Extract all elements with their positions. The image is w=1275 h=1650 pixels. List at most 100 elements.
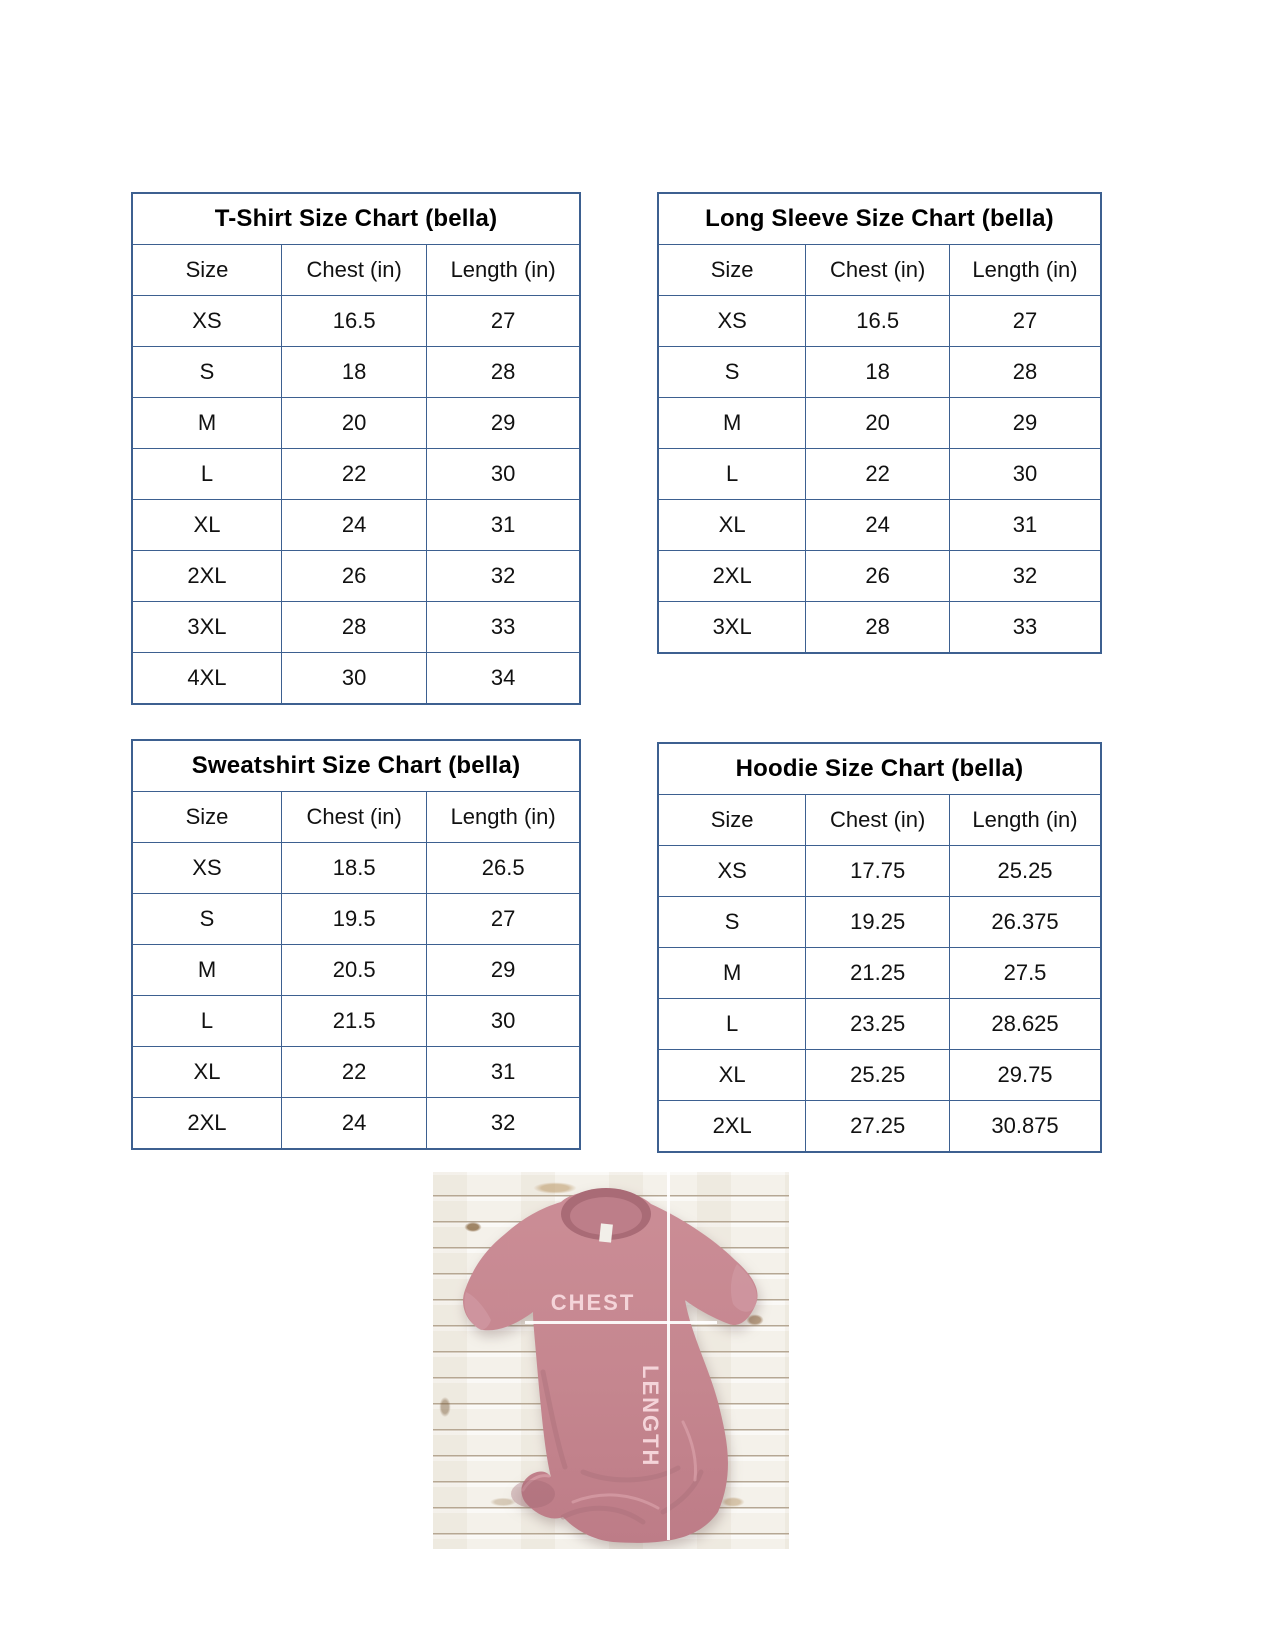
longsleeve-cell: L bbox=[659, 449, 807, 499]
longsleeve-table-title: Long Sleeve Size Chart (bella) bbox=[659, 194, 1100, 245]
longsleeve-cell: 27 bbox=[1012, 308, 1038, 333]
tshirt-cell: 24 bbox=[282, 500, 428, 550]
hoodie-row-L: L 23.25 28.625 bbox=[659, 999, 1100, 1050]
longsleeve-cell: M bbox=[659, 398, 807, 448]
tshirt-table-title: T-Shirt Size Chart (bella) bbox=[133, 194, 579, 245]
tshirt-cell: 18 bbox=[282, 347, 428, 397]
tshirt-row-XS: XS 16.5 27 bbox=[133, 296, 579, 347]
tshirt-cell: 33 bbox=[490, 614, 516, 639]
longsleeve-cell: S bbox=[659, 347, 807, 397]
tshirt-row-S: S 18 28 bbox=[133, 347, 579, 398]
sweatshirt-cell: 26.5 bbox=[481, 855, 525, 880]
sweatshirt-row-2XL: 2XL 24 32 bbox=[133, 1098, 579, 1148]
tshirt-row-4XL: 4XL 30 34 bbox=[133, 653, 579, 703]
hoodie-header-cell: Length (in) bbox=[972, 807, 1078, 832]
hoodie-cell: 29.75 bbox=[997, 1062, 1053, 1087]
hoodie-header-cell: Size bbox=[659, 795, 807, 845]
longsleeve-cell: 2XL bbox=[659, 551, 807, 601]
sweatshirt-header-cell: Length (in) bbox=[450, 804, 556, 829]
hoodie-row-M: M 21.25 27.5 bbox=[659, 948, 1100, 999]
longsleeve-cell: 16.5 bbox=[806, 296, 951, 346]
longsleeve-cell: 3XL bbox=[659, 602, 807, 652]
hoodie-row-XL: XL 25.25 29.75 bbox=[659, 1050, 1100, 1101]
measurement-guide-photo: CHEST LENGTH bbox=[433, 1172, 789, 1549]
sweatshirt-cell: 31 bbox=[490, 1059, 516, 1084]
tshirt-cell: S bbox=[133, 347, 282, 397]
sweatshirt-cell: 19.5 bbox=[282, 894, 428, 944]
tshirt-row-L: L 22 30 bbox=[133, 449, 579, 500]
tshirt-row-2XL: 2XL 26 32 bbox=[133, 551, 579, 602]
longsleeve-cell: 22 bbox=[806, 449, 951, 499]
longsleeve-cell: XL bbox=[659, 500, 807, 550]
longsleeve-size-table: Long Sleeve Size Chart (bella) Size Chest … bbox=[657, 192, 1102, 654]
tshirt-cell: 31 bbox=[490, 512, 516, 537]
tshirt-illustration bbox=[463, 1188, 758, 1543]
sweatshirt-row-XL: XL 22 31 bbox=[133, 1047, 579, 1098]
longsleeve-cell: 31 bbox=[1012, 512, 1038, 537]
longsleeve-cell: 20 bbox=[806, 398, 951, 448]
longsleeve-cell: 33 bbox=[1012, 614, 1038, 639]
longsleeve-row-S: S 18 28 bbox=[659, 347, 1100, 398]
tshirt-cell: 32 bbox=[490, 563, 516, 588]
sweatshirt-cell: L bbox=[133, 996, 282, 1046]
longsleeve-row-XS: XS 16.5 27 bbox=[659, 296, 1100, 347]
hoodie-cell: 25.25 bbox=[997, 858, 1053, 883]
longsleeve-row-2XL: 2XL 26 32 bbox=[659, 551, 1100, 602]
sweatshirt-cell: 18.5 bbox=[282, 843, 428, 893]
tshirt-cell: 2XL bbox=[133, 551, 282, 601]
longsleeve-cell: 30 bbox=[1012, 461, 1038, 486]
sweatshirt-cell: 24 bbox=[282, 1098, 428, 1148]
length-measure-line bbox=[667, 1172, 670, 1540]
sweatshirt-cell: 21.5 bbox=[282, 996, 428, 1046]
tshirt-cell: 30 bbox=[490, 461, 516, 486]
hoodie-table-title: Hoodie Size Chart (bella) bbox=[659, 744, 1100, 795]
longsleeve-cell: 28 bbox=[1012, 359, 1038, 384]
tshirt-row-M: M 20 29 bbox=[133, 398, 579, 449]
sweatshirt-cell: XS bbox=[133, 843, 282, 893]
longsleeve-row-M: M 20 29 bbox=[659, 398, 1100, 449]
hoodie-size-table: Hoodie Size Chart (bella) Size Chest (in) L… bbox=[657, 742, 1102, 1153]
sweatshirt-cell: 22 bbox=[282, 1047, 428, 1097]
sweatshirt-header-row: Size Chest (in) Length (in) bbox=[133, 792, 579, 843]
tshirt-cell: M bbox=[133, 398, 282, 448]
hoodie-cell: 28.625 bbox=[991, 1011, 1059, 1036]
sweatshirt-cell: 20.5 bbox=[282, 945, 428, 995]
sweatshirt-row-L: L 21.5 30 bbox=[133, 996, 579, 1047]
hoodie-cell: XL bbox=[659, 1050, 807, 1100]
hoodie-cell: S bbox=[659, 897, 807, 947]
sweatshirt-cell: 32 bbox=[490, 1110, 516, 1135]
sweatshirt-row-XS: XS 18.5 26.5 bbox=[133, 843, 579, 894]
hoodie-cell: 27.25 bbox=[806, 1101, 951, 1151]
hoodie-cell: 17.75 bbox=[806, 846, 951, 896]
hoodie-cell: XS bbox=[659, 846, 807, 896]
sweatshirt-cell: 2XL bbox=[133, 1098, 282, 1148]
hoodie-cell: M bbox=[659, 948, 807, 998]
sweatshirt-cell: 29 bbox=[490, 957, 516, 982]
longsleeve-row-L: L 22 30 bbox=[659, 449, 1100, 500]
tshirt-cell: XL bbox=[133, 500, 282, 550]
longsleeve-header-cell: Size bbox=[659, 245, 807, 295]
longsleeve-cell: 24 bbox=[806, 500, 951, 550]
longsleeve-header-cell: Chest (in) bbox=[806, 245, 951, 295]
tshirt-cell: L bbox=[133, 449, 282, 499]
tshirt-row-XL: XL 24 31 bbox=[133, 500, 579, 551]
sweatshirt-table-title: Sweatshirt Size Chart (bella) bbox=[133, 741, 579, 792]
sweatshirt-cell: XL bbox=[133, 1047, 282, 1097]
tshirt-header-cell: Chest (in) bbox=[282, 245, 428, 295]
sweatshirt-cell: S bbox=[133, 894, 282, 944]
tshirt-cell: 30 bbox=[282, 653, 428, 703]
longsleeve-cell: 32 bbox=[1012, 563, 1038, 588]
longsleeve-cell: 29 bbox=[1012, 410, 1038, 435]
hoodie-row-S: S 19.25 26.375 bbox=[659, 897, 1100, 948]
longsleeve-cell: XS bbox=[659, 296, 807, 346]
longsleeve-cell: 18 bbox=[806, 347, 951, 397]
longsleeve-row-XL: XL 24 31 bbox=[659, 500, 1100, 551]
longsleeve-header-cell: Length (in) bbox=[972, 257, 1078, 282]
tshirt-size-table: T-Shirt Size Chart (bella) Size Chest (in)… bbox=[131, 192, 581, 705]
sweatshirt-size-table: Sweatshirt Size Chart (bella) Size Chest (… bbox=[131, 739, 581, 1150]
tshirt-cell: 29 bbox=[490, 410, 516, 435]
tshirt-cell: 4XL bbox=[133, 653, 282, 703]
tshirt-cell: 16.5 bbox=[282, 296, 428, 346]
tshirt-header-cell: Size bbox=[133, 245, 282, 295]
